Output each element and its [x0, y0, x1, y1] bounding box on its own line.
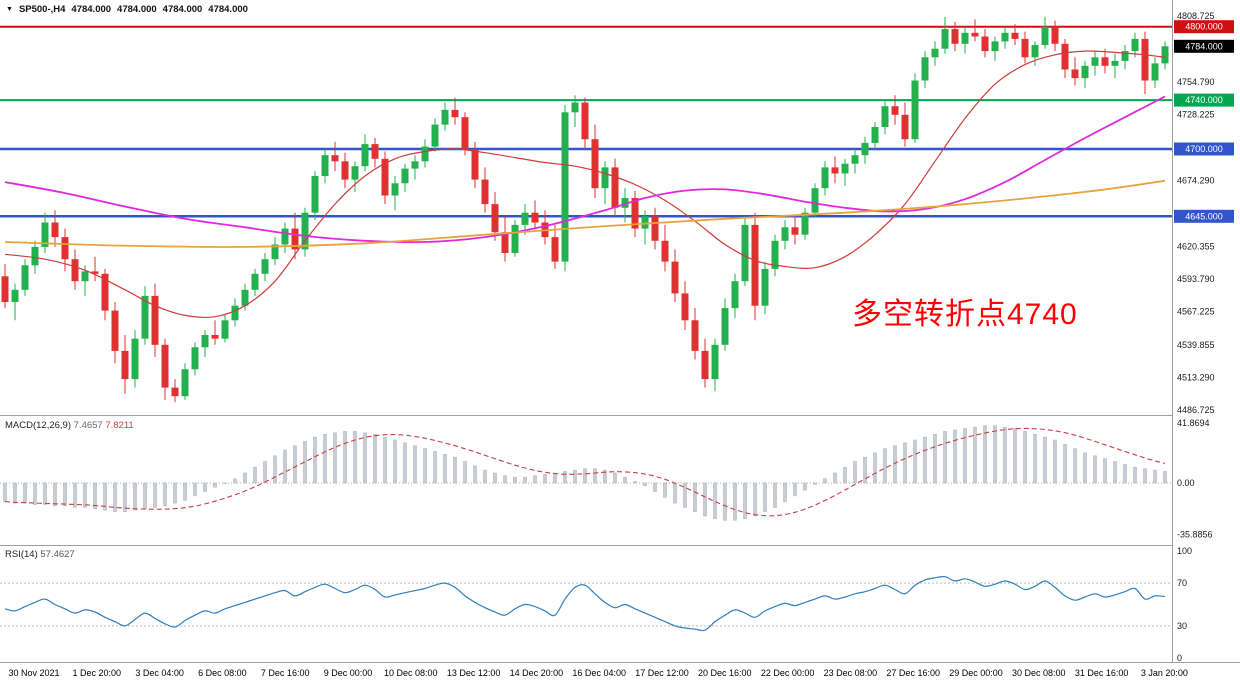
svg-text:14 Dec 20:00: 14 Dec 20:00	[510, 668, 564, 678]
svg-text:6 Dec 08:00: 6 Dec 08:00	[198, 668, 247, 678]
ma-fast-red	[4, 50, 1166, 319]
annotation-text: 多空转折点4740	[852, 298, 1078, 331]
svg-text:10 Dec 08:00: 10 Dec 08:00	[384, 668, 438, 678]
rsi-label: RSI(14) 57.4627	[5, 549, 75, 560]
svg-text:4593.790: 4593.790	[1177, 274, 1215, 284]
svg-text:41.8694: 41.8694	[1177, 418, 1210, 428]
svg-text:9 Dec 00:00: 9 Dec 00:00	[324, 668, 373, 678]
svg-text:4674.290: 4674.290	[1177, 176, 1215, 186]
macd-label: MACD(12,26,9) 7.4657 7.8211	[5, 420, 134, 431]
svg-text:17 Dec 12:00: 17 Dec 12:00	[635, 668, 689, 678]
svg-text:27 Dec 16:00: 27 Dec 16:00	[886, 668, 940, 678]
svg-text:4700.000: 4700.000	[1185, 144, 1223, 154]
high-value: 4784.000	[117, 4, 157, 15]
svg-text:20 Dec 16:00: 20 Dec 16:00	[698, 668, 752, 678]
svg-text:4645.000: 4645.000	[1185, 211, 1223, 221]
svg-text:4486.725: 4486.725	[1177, 405, 1215, 415]
svg-text:23 Dec 08:00: 23 Dec 08:00	[824, 668, 878, 678]
current-price-badge	[1174, 39, 1234, 53]
collapse-triangle-icon[interactable]: ▼	[6, 6, 13, 13]
macd-axis[interactable]: 41.8694 0.00 -35.8856	[1177, 418, 1213, 539]
rsi-axis[interactable]: 100 70 30 0	[1177, 546, 1192, 663]
svg-text:29 Dec 00:00: 29 Dec 00:00	[949, 668, 1003, 678]
svg-text:100: 100	[1177, 546, 1192, 556]
svg-text:4513.290: 4513.290	[1177, 373, 1215, 383]
svg-text:0.00: 0.00	[1177, 478, 1195, 488]
svg-text:4754.790: 4754.790	[1177, 77, 1215, 87]
svg-text:70: 70	[1177, 578, 1187, 588]
ma-slow-orange	[4, 179, 1166, 248]
svg-text:4728.225: 4728.225	[1177, 110, 1215, 120]
svg-text:3 Jan 20:00: 3 Jan 20:00	[1141, 668, 1188, 678]
svg-text:-35.8856: -35.8856	[1177, 529, 1213, 539]
svg-text:16 Dec 04:00: 16 Dec 04:00	[572, 668, 626, 678]
time-axis[interactable]: 30 Nov 2021 1 Dec 20:00 3 Dec 04:00 6 Dec 0…	[8, 668, 1187, 678]
svg-text:31 Dec 16:00: 31 Dec 16:00	[1075, 668, 1129, 678]
close-value: 4784.000	[208, 4, 248, 15]
svg-text:30: 30	[1177, 621, 1187, 631]
svg-text:0: 0	[1177, 653, 1182, 663]
svg-text:13 Dec 12:00: 13 Dec 12:00	[447, 668, 501, 678]
ma-mid-magenta	[4, 95, 1166, 244]
svg-text:4800.000: 4800.000	[1185, 22, 1223, 32]
rsi-panel	[0, 575, 1172, 632]
svg-text:22 Dec 00:00: 22 Dec 00:00	[761, 668, 815, 678]
price-line-badges: 4800.000 4740.000 4700.000 4645.000 4784.000	[1174, 20, 1234, 223]
low-value: 4784.000	[162, 4, 203, 15]
svg-text:4808.725: 4808.725	[1177, 11, 1215, 21]
svg-text:4567.225: 4567.225	[1177, 307, 1215, 317]
svg-text:4740.000: 4740.000	[1185, 95, 1223, 105]
svg-text:4539.855: 4539.855	[1177, 340, 1215, 350]
moving-average-lines	[4, 50, 1166, 319]
axis-background	[1172, 0, 1240, 662]
candles-layer	[1, 16, 1169, 403]
svg-text:30 Dec 08:00: 30 Dec 08:00	[1012, 668, 1066, 678]
symbol-label: SP500-,H4	[18, 4, 66, 15]
ohlc-header: ▼ SP500-,H4 4784.000 4784.000 4784.000 4…	[6, 4, 248, 15]
rsi-line	[4, 575, 1166, 632]
svg-text:4620.355: 4620.355	[1177, 242, 1215, 252]
macd-panel	[0, 425, 1172, 521]
svg-text:1 Dec 20:00: 1 Dec 20:00	[73, 668, 122, 678]
svg-text:4784.000: 4784.000	[1185, 41, 1223, 51]
open-value: 4784.000	[71, 4, 112, 15]
macd-signal-line	[4, 427, 1166, 517]
svg-text:7 Dec 16:00: 7 Dec 16:00	[261, 668, 310, 678]
svg-text:3 Dec 04:00: 3 Dec 04:00	[135, 668, 184, 678]
svg-text:30 Nov 2021: 30 Nov 2021	[8, 668, 59, 678]
price-axis[interactable]: 4808.725 4754.790 4728.225 4674.290 4620.355…	[1177, 11, 1215, 415]
